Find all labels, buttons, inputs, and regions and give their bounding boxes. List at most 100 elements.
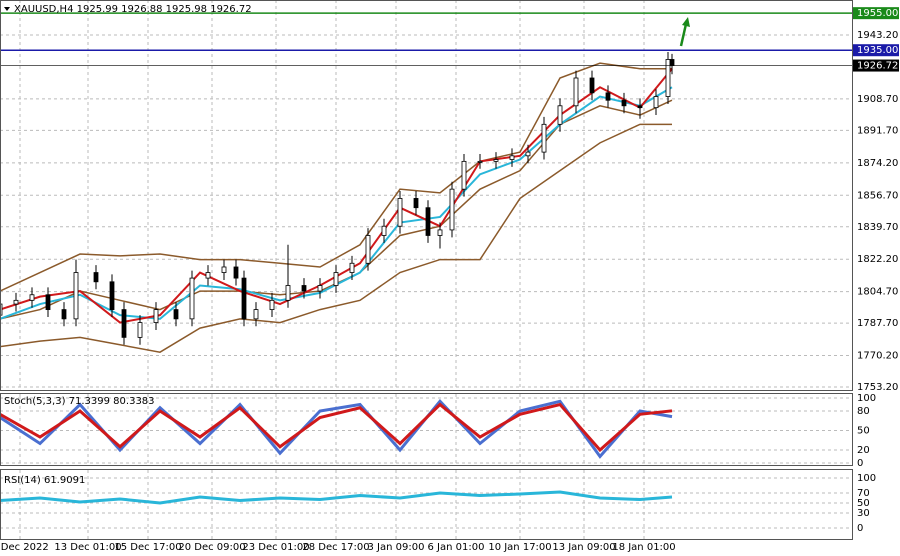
level-label: 1926.72	[857, 61, 898, 72]
y-tick-label: 20	[857, 445, 870, 456]
candle-body	[333, 272, 339, 286]
x-tick-label: 13 Jan 09:00	[552, 542, 615, 553]
candle-body	[541, 123, 547, 153]
candle-body	[137, 322, 143, 338]
x-tick-label: 23 Dec 01:00	[242, 542, 309, 553]
candle-body	[669, 59, 675, 66]
y-tick-label: 50	[857, 426, 870, 437]
x-tick-label: 18 Jan 01:00	[612, 542, 675, 553]
y-tick-label: 1787.70	[857, 318, 898, 329]
marks-layer	[0, 12, 852, 505]
y-tick-label: 1908.70	[857, 94, 898, 105]
candle-body	[437, 229, 443, 236]
candle-body	[637, 105, 643, 109]
x-tick-label: 13 Dec 01:00	[54, 542, 121, 553]
candle-body	[461, 160, 467, 190]
candle-body	[653, 96, 659, 109]
candle-body	[493, 159, 499, 162]
line	[0, 62, 672, 292]
x-tick-label: 15 Dec 17:00	[114, 542, 181, 553]
level-label-box	[853, 59, 899, 72]
y-tick-label: 100	[857, 473, 876, 484]
y-tick-label: 0	[857, 523, 863, 534]
stoch-panel-border	[0, 393, 853, 466]
grid-layer	[0, 0, 852, 540]
candle-body	[153, 309, 159, 323]
y-tick-label: 1891.70	[857, 125, 898, 136]
y-tick-label: 1839.70	[857, 222, 898, 233]
candle-body	[189, 277, 195, 320]
candle-body	[233, 266, 239, 279]
candle-body	[349, 262, 355, 273]
menu-triangle	[4, 7, 10, 11]
y-tick-label: 1822.20	[857, 254, 898, 265]
candle-body	[397, 198, 403, 227]
candle-body	[317, 285, 323, 292]
y-tick-label: 0	[857, 458, 863, 469]
candle-body	[605, 92, 611, 101]
level-label-box	[853, 7, 899, 20]
candle-body	[621, 99, 627, 107]
candle-body	[413, 198, 419, 209]
candle-body	[525, 151, 531, 157]
candle-body	[221, 266, 227, 273]
level-label-box	[853, 44, 899, 57]
candle-body	[29, 294, 35, 301]
y-tick-label: 100	[857, 393, 876, 404]
line	[0, 123, 672, 353]
candle-body	[205, 272, 211, 279]
y-tick-label: 1770.20	[857, 351, 898, 362]
rsi-title: RSI(14) 61.9091	[4, 475, 85, 486]
y-tick-label: 70	[857, 488, 870, 499]
stoch-title: Stoch(5,3,3) 71.3399 80.3383	[4, 396, 155, 407]
candle-body	[93, 272, 99, 283]
y-tick-label: 1874.20	[857, 158, 898, 169]
line	[0, 86, 673, 320]
candle-body	[477, 160, 483, 163]
main-panel-border	[0, 0, 853, 391]
candle-body	[73, 272, 79, 320]
y-tick-label: 30	[857, 508, 870, 519]
candle-body	[109, 281, 115, 310]
candle-body	[253, 309, 259, 320]
candle-body	[665, 59, 671, 97]
candle-body	[45, 294, 51, 310]
x-tick-label: 10 Jan 17:00	[488, 542, 551, 553]
candle-body	[13, 299, 19, 305]
candle-body	[425, 207, 431, 236]
candle-body	[121, 309, 127, 338]
candle-body	[241, 277, 247, 320]
candle-body	[61, 309, 67, 320]
x-tick-label: 28 Dec 17:00	[302, 542, 369, 553]
candle-body	[365, 235, 371, 264]
y-tick-label: 1804.70	[857, 287, 898, 298]
chart-title: XAUUSD,H4 1925.99 1926.88 1925.98 1926.7…	[14, 4, 252, 15]
line	[0, 68, 673, 324]
x-tick-label: 3 Jan 09:00	[368, 542, 425, 553]
line	[0, 402, 673, 453]
y-tick-label: 1753.20	[857, 382, 898, 393]
candle-body	[269, 299, 275, 310]
arrow-head	[682, 17, 690, 27]
level-label: 1955.00	[857, 8, 898, 19]
level-label: 1935.00	[857, 45, 898, 56]
candle-body	[285, 285, 291, 301]
candle-body	[173, 309, 179, 320]
y-tick-label: 1856.70	[857, 190, 898, 201]
y-tick-label: 1943.20	[857, 30, 898, 41]
candle-body	[301, 285, 307, 292]
candle-body	[509, 155, 515, 160]
candle-body	[557, 105, 563, 125]
rsi-panel-border	[0, 469, 853, 540]
candle-body	[449, 188, 455, 231]
candle-body	[589, 77, 595, 94]
y-tick-label: 80	[857, 406, 870, 417]
candle-body	[573, 77, 579, 107]
x-tick-label: 20 Dec 09:00	[178, 542, 245, 553]
x-tick-label: 8 Dec 2022	[0, 542, 49, 553]
candle-body	[381, 225, 387, 236]
x-tick-label: 6 Jan 01:00	[428, 542, 485, 553]
y-tick-label: 50	[857, 498, 870, 509]
